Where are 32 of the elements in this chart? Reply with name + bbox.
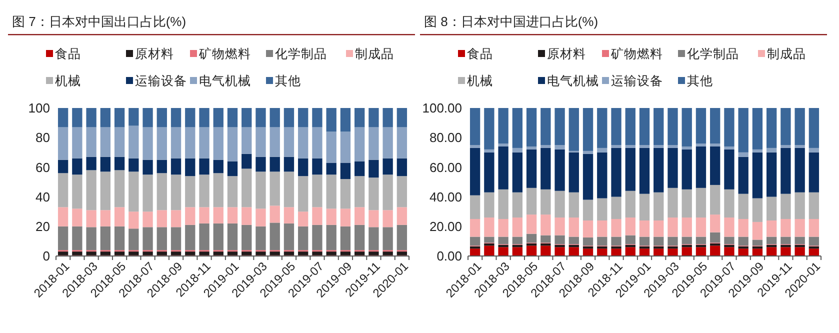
legend-label: 食品 [55, 47, 81, 61]
legend-label: 运输设备 [135, 74, 187, 88]
chart-title: 图 8：日本对中国进口占比(%) [424, 14, 598, 29]
legend-label: 其他 [687, 74, 713, 88]
legend-label: 原材料 [135, 47, 174, 61]
legend-label: 其他 [275, 74, 301, 88]
y-tick-label: 40 [36, 189, 50, 204]
chart-title: 图 7：日本对中国出口占比(%) [12, 14, 186, 29]
legend-label: 机械 [467, 74, 493, 88]
legend-label: 电气机械 [547, 74, 599, 88]
legend-label: 机械 [55, 74, 81, 88]
y-tick-label: 40.00 [429, 189, 462, 204]
y-tick-label: 80 [36, 130, 50, 146]
y-tick-label: 20.00 [429, 218, 462, 234]
legend-label: 食品 [467, 47, 493, 61]
y-tick-label: 0 [42, 248, 50, 264]
legend-label: 制成品 [355, 47, 394, 61]
y-tick-label: 80.00 [429, 130, 462, 146]
legend-label: 化学制品 [687, 47, 739, 61]
y-tick-label: 100.00 [422, 100, 462, 116]
y-tick-label: 60.00 [429, 160, 462, 175]
legend-label: 化学制品 [275, 47, 327, 61]
legend-label: 电气机械 [199, 74, 251, 88]
legend-label: 矿物燃料 [610, 47, 663, 61]
y-tick-label: 0.00 [436, 248, 462, 264]
legend-label: 原材料 [547, 47, 586, 61]
y-tick-label: 60 [36, 160, 50, 175]
legend-label: 矿物燃料 [198, 47, 251, 61]
y-tick-label: 20 [36, 218, 50, 234]
legend-label: 运输设备 [611, 74, 663, 88]
legend-label: 制成品 [767, 47, 806, 61]
y-tick-label: 100 [28, 100, 50, 116]
